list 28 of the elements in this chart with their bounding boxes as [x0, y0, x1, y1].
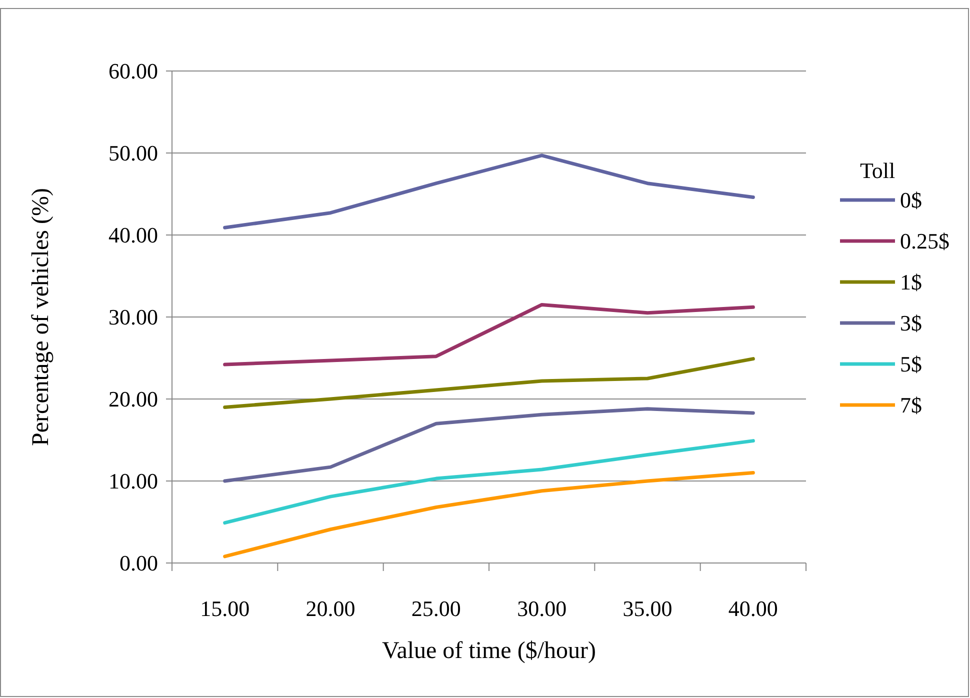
y-tick-label: 50.00 — [108, 140, 158, 166]
y-tick-label: 30.00 — [108, 304, 158, 330]
line-series — [223, 407, 755, 483]
x-tick-label: 15.00 — [200, 596, 250, 621]
x-tick-label: 35.00 — [622, 596, 672, 621]
legend-label: 0.25$ — [900, 228, 950, 254]
line-series — [223, 357, 755, 409]
y-tick-label: 20.00 — [108, 386, 158, 412]
legend-label: 5$ — [900, 352, 922, 377]
legend-title: Toll — [860, 158, 896, 183]
legend-label: 3$ — [900, 310, 922, 336]
x-tick-label: 20.00 — [306, 596, 356, 621]
x-tick-label: 25.00 — [411, 596, 461, 621]
line-series — [223, 471, 755, 558]
x-tick-label: 40.00 — [728, 596, 778, 621]
line-series — [223, 439, 755, 525]
y-tick-label: 10.00 — [108, 468, 158, 494]
y-tick-label: 0.00 — [120, 550, 158, 576]
legend-label: 1$ — [900, 270, 922, 295]
line-series — [223, 302, 755, 366]
y-tick-label: 60.00 — [108, 58, 158, 84]
legend-label: 0$ — [900, 188, 922, 213]
y-axis-title: Percentage of vehicles (%) — [28, 188, 54, 446]
x-axis-title: Value of time ($/hour) — [382, 638, 596, 664]
legend-label: 7$ — [900, 392, 922, 418]
line-series — [223, 154, 755, 230]
x-tick-label: 30.00 — [517, 596, 567, 621]
y-tick-label: 40.00 — [108, 222, 158, 248]
